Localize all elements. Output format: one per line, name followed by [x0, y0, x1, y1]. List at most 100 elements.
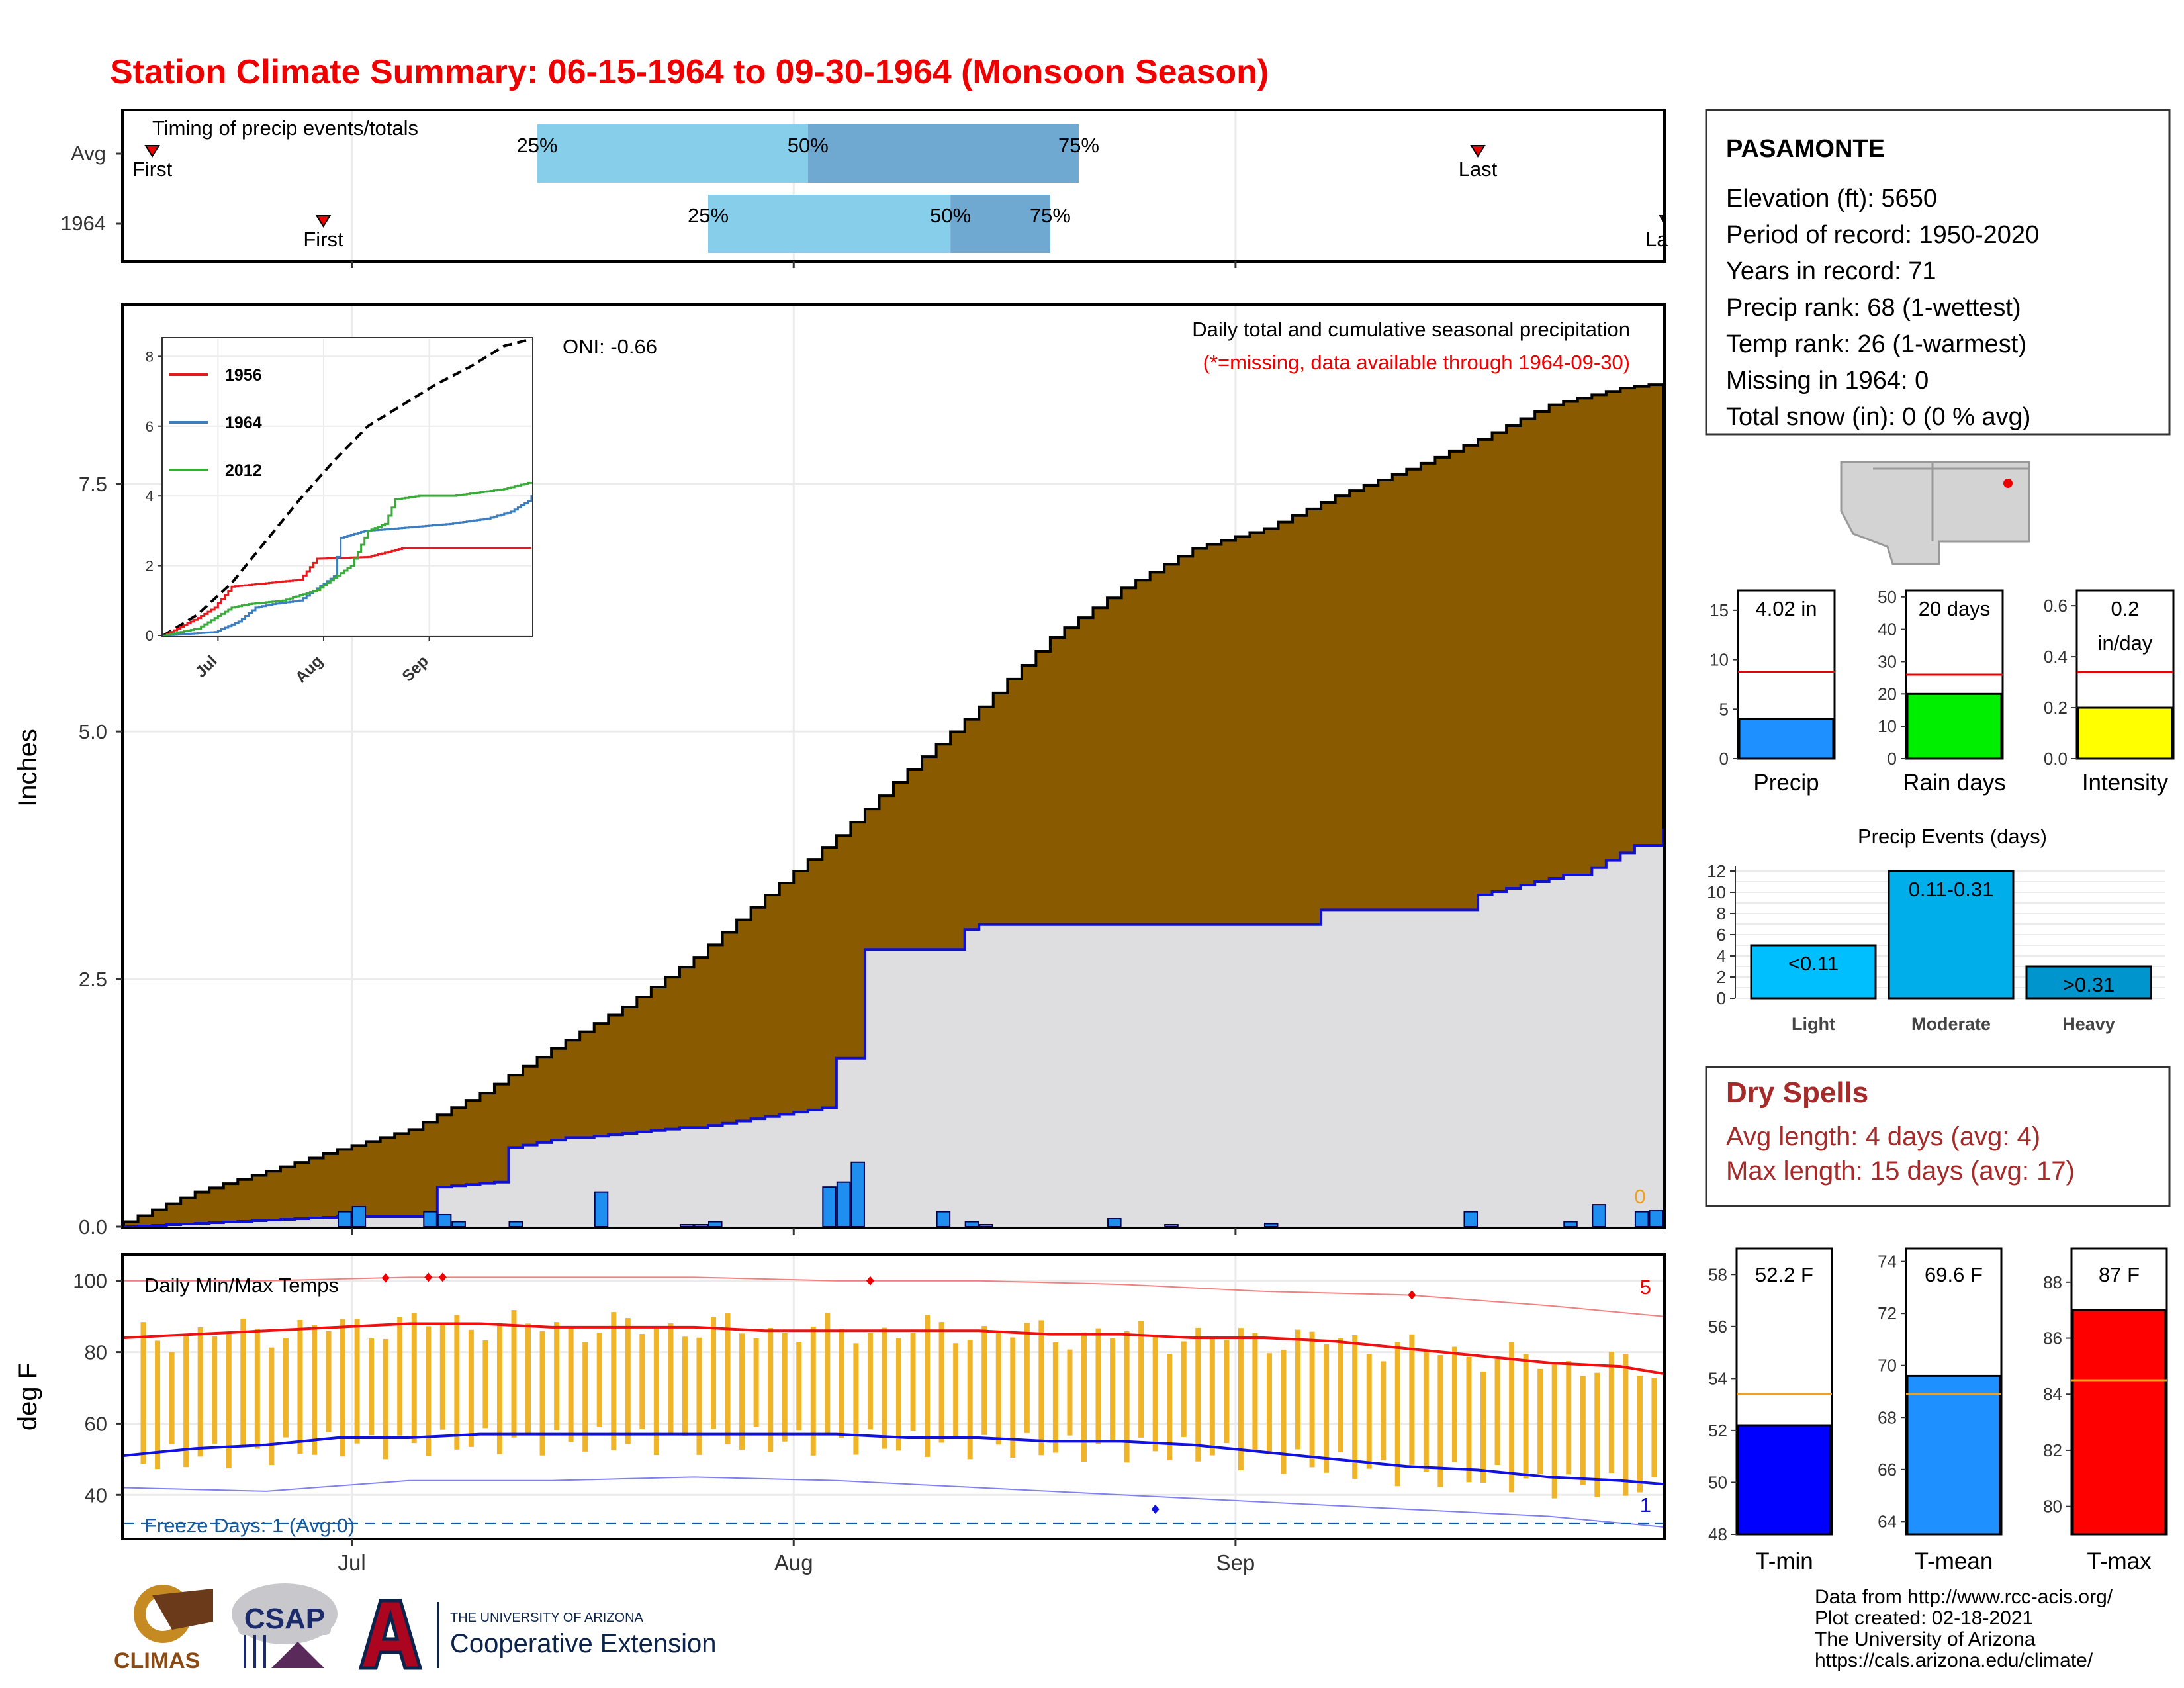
temp-daily-bar [354, 1319, 360, 1444]
station-info-line: Precip rank: 68 (1-wettest) [1726, 294, 2021, 322]
daily-precip-bar [1107, 1218, 1122, 1228]
date-x-tick-label: Aug [774, 1550, 813, 1575]
temp-daily-bar [782, 1333, 788, 1442]
record-high-marker-icon [424, 1272, 433, 1282]
temp-daily-bar [1608, 1352, 1614, 1474]
temp-daily-bar [1095, 1328, 1101, 1444]
events-bar-label: >0.31 [2063, 973, 2115, 996]
temp-daily-bar [1067, 1349, 1073, 1436]
temp-daily-bar [240, 1318, 246, 1446]
summary-y-tick-label: 15 [1709, 600, 1729, 620]
daily-precip-bar [850, 1161, 865, 1227]
timing-bar-q50-q75 [950, 195, 1050, 253]
temp-daily-bar [568, 1327, 574, 1442]
station-info-line: Missing in 1964: 0 [1726, 367, 1929, 395]
locator-map [1840, 461, 2030, 565]
summary-chart-2: 0.2 in/day 0.0 0.2 0.4 0.6 Intensity [2044, 589, 2175, 796]
events-category-label: Moderate [1911, 1014, 1991, 1034]
avg-max-temp-line [123, 1322, 1664, 1375]
events-bar [2025, 965, 2152, 1000]
timing-q50-label: 50% [930, 204, 971, 227]
temp-daily-bar [1480, 1371, 1486, 1483]
summary-y-tick-label: 5 [1719, 699, 1729, 719]
precip-annotation-sub: (*=missing, data available through 1964-… [1203, 351, 1630, 374]
temp-daily-bar [853, 1343, 859, 1455]
inset-y-tick-label: 8 [146, 348, 154, 365]
temp-daily-bar [511, 1310, 517, 1438]
temp-daily-bar [682, 1336, 688, 1436]
last-marker-icon [1470, 145, 1486, 158]
summary-value-label-2: in/day [2098, 632, 2153, 655]
first-label: First [303, 228, 343, 251]
temp-daily-bar [1451, 1346, 1457, 1462]
temp-y-tick-label: 40 [85, 1483, 107, 1507]
temp-daily-bar [1594, 1372, 1600, 1497]
precip-y-tick-label: 7.5 [79, 473, 107, 496]
year-cumulative-line [124, 828, 1664, 1228]
temp-daily-bar [882, 1327, 887, 1449]
daily-precip-bar [508, 1221, 523, 1227]
temp-daily-bar [1394, 1342, 1400, 1487]
year-cumulative-area [124, 828, 1663, 1227]
station-lines: Elevation (ft): 5650 Period of record: 19… [1726, 185, 2039, 431]
inset-legend-label: 1956 [225, 366, 262, 385]
daily-precip-bars [338, 1161, 1663, 1228]
temp-daily-bar [739, 1333, 745, 1450]
temp-summary-value-bar [1906, 1374, 2001, 1536]
temp-summary-y-tick-label: 88 [2043, 1272, 2062, 1292]
climas-logo-text: CLIMAS [114, 1648, 200, 1673]
temp-daily-bar [967, 1340, 973, 1460]
timing-row-label-year: 1964 [60, 212, 106, 235]
temp-daily-bar [953, 1343, 959, 1436]
summary-chart-0: 4.02 in 0 5 10 15 Precip [1709, 589, 1836, 796]
temp-summary-y-tick-label: 72 [1878, 1303, 1897, 1323]
temp-summary-y-tick-label: 84 [2043, 1384, 2062, 1404]
temp-summary-y-tick-label: 86 [2043, 1329, 2062, 1348]
summary-y-tick-label: 0.0 [2044, 749, 2068, 769]
daily-precip-bar [708, 1221, 723, 1227]
temp-daily-bar [468, 1329, 474, 1447]
timing-q75-label: 75% [1058, 134, 1099, 157]
temp-daily-bar [369, 1338, 375, 1436]
temp-summary-y-tick-label: 58 [1708, 1264, 1727, 1284]
temp-daily-bar [896, 1338, 901, 1451]
summary-value-label: 4.02 in [1755, 597, 1817, 620]
temp-daily-bar [1551, 1362, 1557, 1499]
state-border-lines [1873, 462, 2029, 541]
events-title: Precip Events (days) [1858, 825, 2047, 848]
daily-precip-bar [1563, 1221, 1578, 1227]
temp-y-tick-label: 80 [85, 1341, 107, 1364]
temp-daily-bar [1224, 1340, 1230, 1444]
summary-value-bar [1738, 718, 1835, 760]
temp-daily-bar [383, 1338, 388, 1460]
timing-labels: 25% 50% 75% First Last 25% 50% 75% First La [116, 134, 1668, 268]
ua-logo: THE UNIVERSITY OF ARIZONA Cooperative Ex… [358, 1599, 716, 1670]
temp-daily-bar [1537, 1368, 1543, 1475]
summary-value-label: 20 days [1919, 597, 1991, 620]
temp-daily-bar [297, 1320, 303, 1454]
freeze-days-label: Freeze Days: 1 (Avg:0) [144, 1514, 355, 1537]
temp-daily-bar [1324, 1344, 1330, 1473]
temp-daily-bar [1152, 1336, 1158, 1452]
temp-summary-y-tick-label: 48 [1708, 1524, 1727, 1544]
temp-summary-value-label: 87 F [2099, 1263, 2140, 1286]
events-bar [1750, 944, 1877, 1000]
temp-y-axis: 40 60 80 100 [73, 1270, 122, 1507]
temp-daily-bar [554, 1322, 560, 1430]
daily-precip-bar [1463, 1211, 1479, 1228]
temp-daily-bar [1281, 1349, 1287, 1474]
last-marker-icon [1659, 215, 1664, 224]
record-low-line [123, 1476, 1664, 1528]
summary-chart-label: Intensity [2082, 770, 2169, 796]
temp-summary-chart-1: 69.6 F 64 66 68 70 72 74 T-mean [1878, 1247, 2003, 1574]
daily-precip-bar [451, 1221, 466, 1227]
temp-summary-label: T-mean [1915, 1548, 1993, 1574]
temp-daily-bar [639, 1334, 645, 1429]
temp-summary-value-label: 69.6 F [1925, 1263, 1983, 1286]
temp-daily-bar [925, 1315, 931, 1457]
temp-daily-bar [1494, 1358, 1500, 1465]
temp-summary-y-tick-label: 74 [1878, 1252, 1897, 1272]
temp-daily-bar [1038, 1320, 1044, 1456]
summary-y-tick-label: 40 [1878, 620, 1897, 639]
station-info-line: Period of record: 1950-2020 [1726, 221, 2039, 249]
